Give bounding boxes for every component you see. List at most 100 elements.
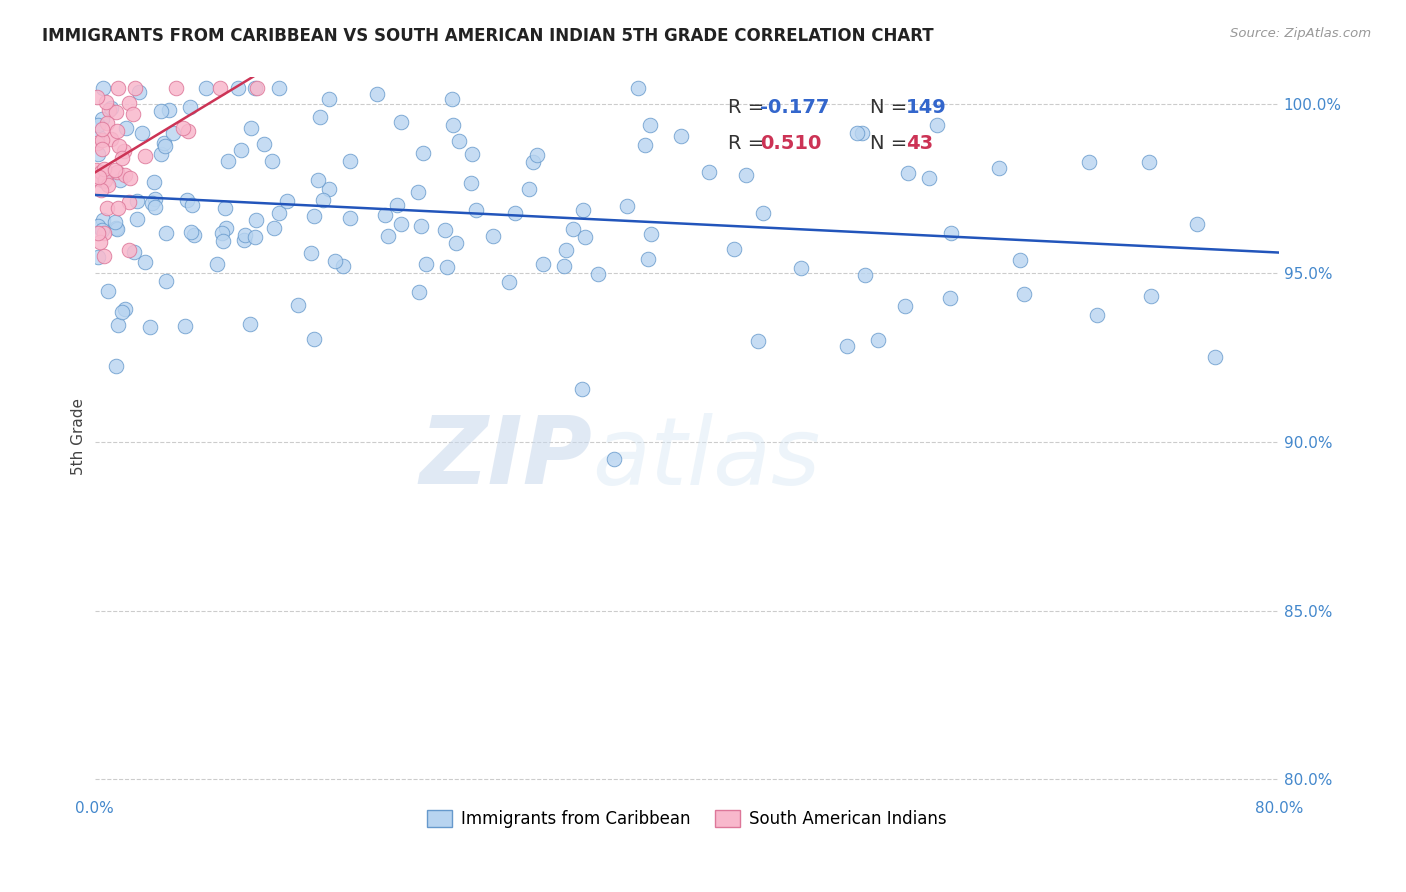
Point (640, 118, 662, 132)
Point (128, 85, 150, 99)
Point (574, 229, 596, 244)
Point (503, 206, 526, 220)
Text: N =: N = (870, 134, 914, 153)
Point (253, 137, 276, 152)
Point (233, 227, 256, 242)
Point (91, 121, 114, 136)
Point (114, 302, 136, 317)
Point (177, 123, 200, 137)
Y-axis label: 5th Grade: 5th Grade (72, 398, 86, 475)
Point (100, 131, 122, 145)
Point (141, 195, 163, 210)
Point (209, 80, 232, 95)
Point (1010, 253, 1032, 268)
Point (214, 201, 236, 215)
Point (449, 135, 471, 149)
Point (90, 223, 112, 237)
Point (211, 235, 233, 249)
Text: R =: R = (728, 98, 770, 117)
Point (231, 143, 253, 157)
Point (131, 126, 153, 140)
Point (111, 304, 134, 318)
Point (239, 317, 262, 331)
Point (408, 285, 430, 299)
Point (751, 206, 773, 220)
Point (114, 144, 136, 158)
Point (107, 138, 129, 153)
Point (179, 100, 201, 114)
Point (86, 226, 108, 240)
Point (117, 194, 139, 209)
Point (87, 169, 110, 184)
Point (461, 146, 484, 161)
Point (339, 211, 361, 225)
Point (114, 168, 136, 182)
Point (387, 198, 409, 212)
Point (1078, 155, 1101, 169)
Point (1137, 155, 1160, 169)
Point (389, 115, 412, 129)
Point (866, 333, 889, 347)
Point (86, 250, 108, 264)
Point (93, 212, 115, 227)
Point (263, 220, 285, 235)
Point (226, 80, 249, 95)
Point (93, 249, 115, 263)
Point (105, 124, 128, 138)
Point (155, 226, 177, 240)
Point (93, 174, 115, 188)
Point (105, 105, 128, 120)
Point (217, 154, 239, 169)
Point (155, 274, 177, 288)
Point (105, 222, 128, 236)
Point (988, 161, 1011, 176)
Point (90, 133, 112, 147)
Point (149, 147, 172, 161)
Text: atlas: atlas (592, 413, 820, 504)
Point (134, 254, 156, 268)
Point (562, 222, 585, 236)
Point (440, 92, 463, 106)
Point (553, 259, 575, 273)
Point (104, 359, 127, 373)
Text: 43: 43 (905, 134, 934, 153)
Text: Source: ZipAtlas.com: Source: ZipAtlas.com (1230, 27, 1371, 40)
Point (325, 253, 347, 268)
Point (245, 212, 267, 227)
Point (837, 339, 859, 353)
Point (143, 192, 166, 206)
Point (939, 226, 962, 240)
Point (640, 227, 662, 241)
Point (94, 95, 117, 109)
Point (846, 126, 869, 140)
Point (87, 118, 110, 132)
Point (374, 208, 396, 222)
Point (299, 246, 322, 260)
Point (215, 221, 238, 235)
Point (669, 128, 692, 143)
Point (897, 165, 920, 179)
Point (104, 221, 127, 235)
Point (572, 202, 595, 217)
Point (603, 451, 626, 466)
Point (84, 162, 107, 177)
Point (89, 172, 111, 186)
Point (634, 138, 657, 153)
Point (389, 217, 412, 231)
Point (246, 80, 269, 95)
Point (460, 176, 482, 190)
Point (195, 80, 218, 95)
Point (522, 154, 544, 169)
Point (139, 320, 162, 334)
Point (91, 80, 114, 95)
Point (104, 163, 127, 178)
Point (122, 106, 145, 120)
Point (172, 121, 194, 136)
Point (851, 127, 873, 141)
Point (93, 162, 115, 177)
Point (616, 198, 638, 212)
Point (118, 243, 141, 257)
Point (104, 215, 127, 229)
Point (162, 126, 184, 140)
Point (125, 212, 148, 227)
